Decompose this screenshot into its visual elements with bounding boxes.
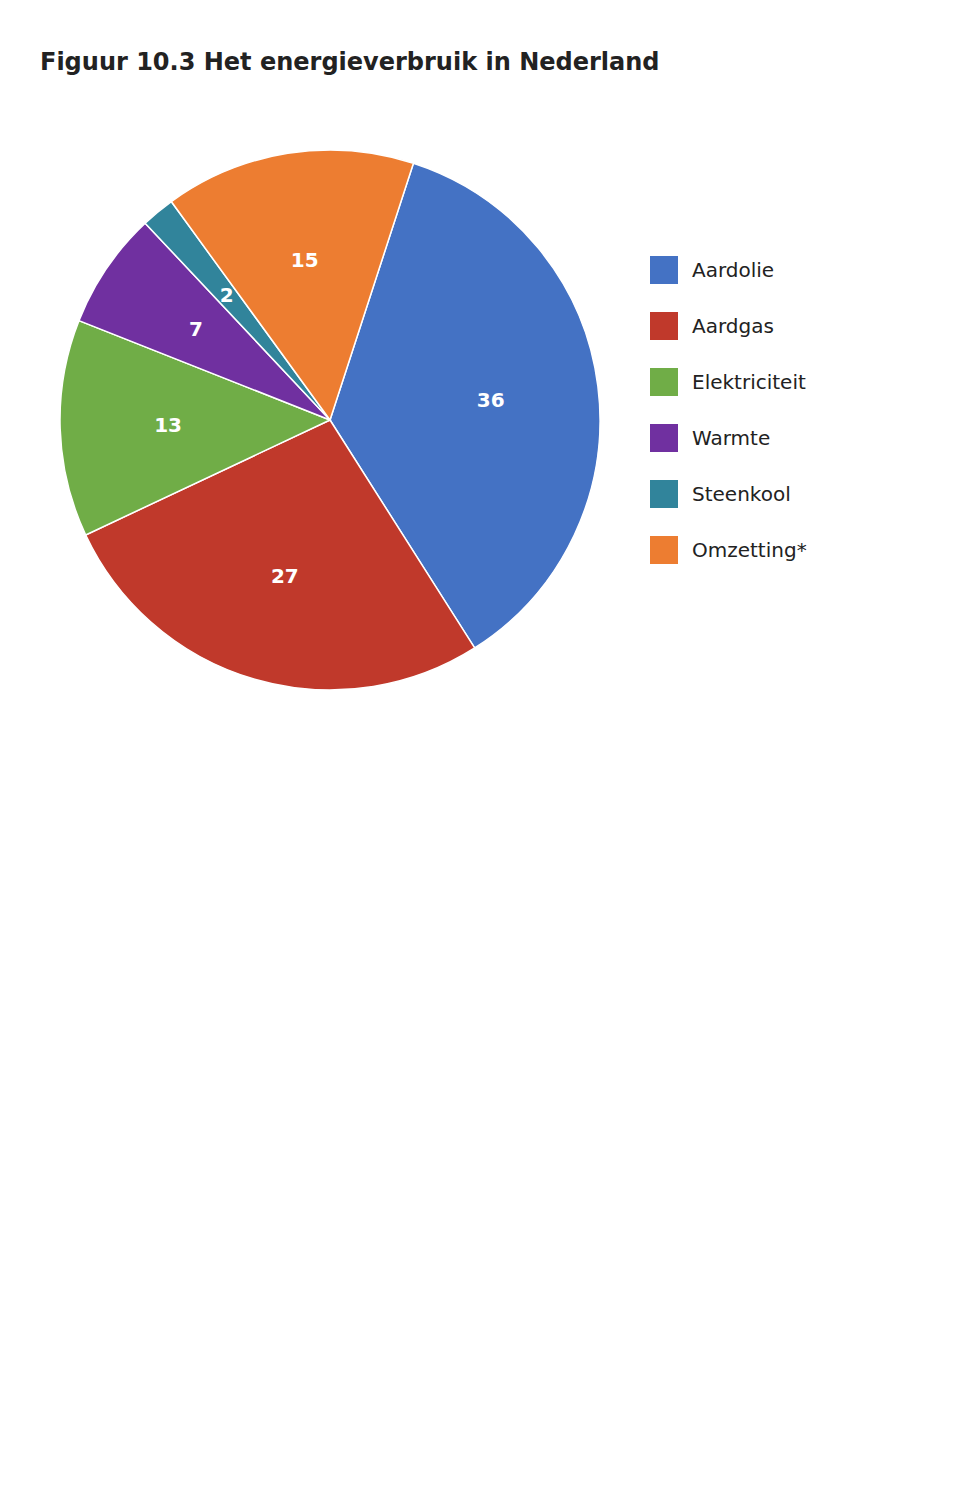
data-labels: 36 27 13 72 15 [154, 248, 504, 588]
data-label: 2 [220, 283, 234, 307]
legend-item: Steenkool [650, 480, 791, 508]
legend-label: Omzetting* [692, 538, 807, 562]
chart-title: Figuur 10.3 Het energieverbruik in Neder… [40, 48, 660, 76]
legend-label: Aardgas [692, 314, 774, 338]
legend-label: Warmte [692, 426, 770, 450]
legend-item: Elektriciteit [650, 368, 806, 396]
legend-swatch [650, 312, 678, 340]
legend-item: Warmte [650, 424, 770, 452]
legend-item: Aardolie [650, 256, 774, 284]
data-label: 7 [189, 317, 203, 341]
legend: Aardolie Aardgas Elektriciteit Warmte Steenk… [650, 256, 807, 564]
data-label: 15 [291, 248, 319, 272]
pie-slice [171, 150, 413, 420]
legend-item: Aardgas [650, 312, 774, 340]
legend-item: Omzetting* [650, 536, 807, 564]
legend-swatch [650, 536, 678, 564]
legend-label: Aardolie [692, 258, 774, 282]
legend-label: Elektriciteit [692, 370, 806, 394]
chart-canvas: Figuur 10.3 Het energieverbruik in Neder… [0, 0, 960, 1492]
pie [60, 150, 600, 690]
legend-label: Steenkool [692, 482, 791, 506]
data-label: 27 [271, 564, 299, 588]
data-label: 36 [477, 388, 505, 412]
legend-swatch [650, 368, 678, 396]
data-label: 13 [154, 413, 182, 437]
legend-swatch [650, 480, 678, 508]
legend-swatch [650, 424, 678, 452]
legend-swatch [650, 256, 678, 284]
